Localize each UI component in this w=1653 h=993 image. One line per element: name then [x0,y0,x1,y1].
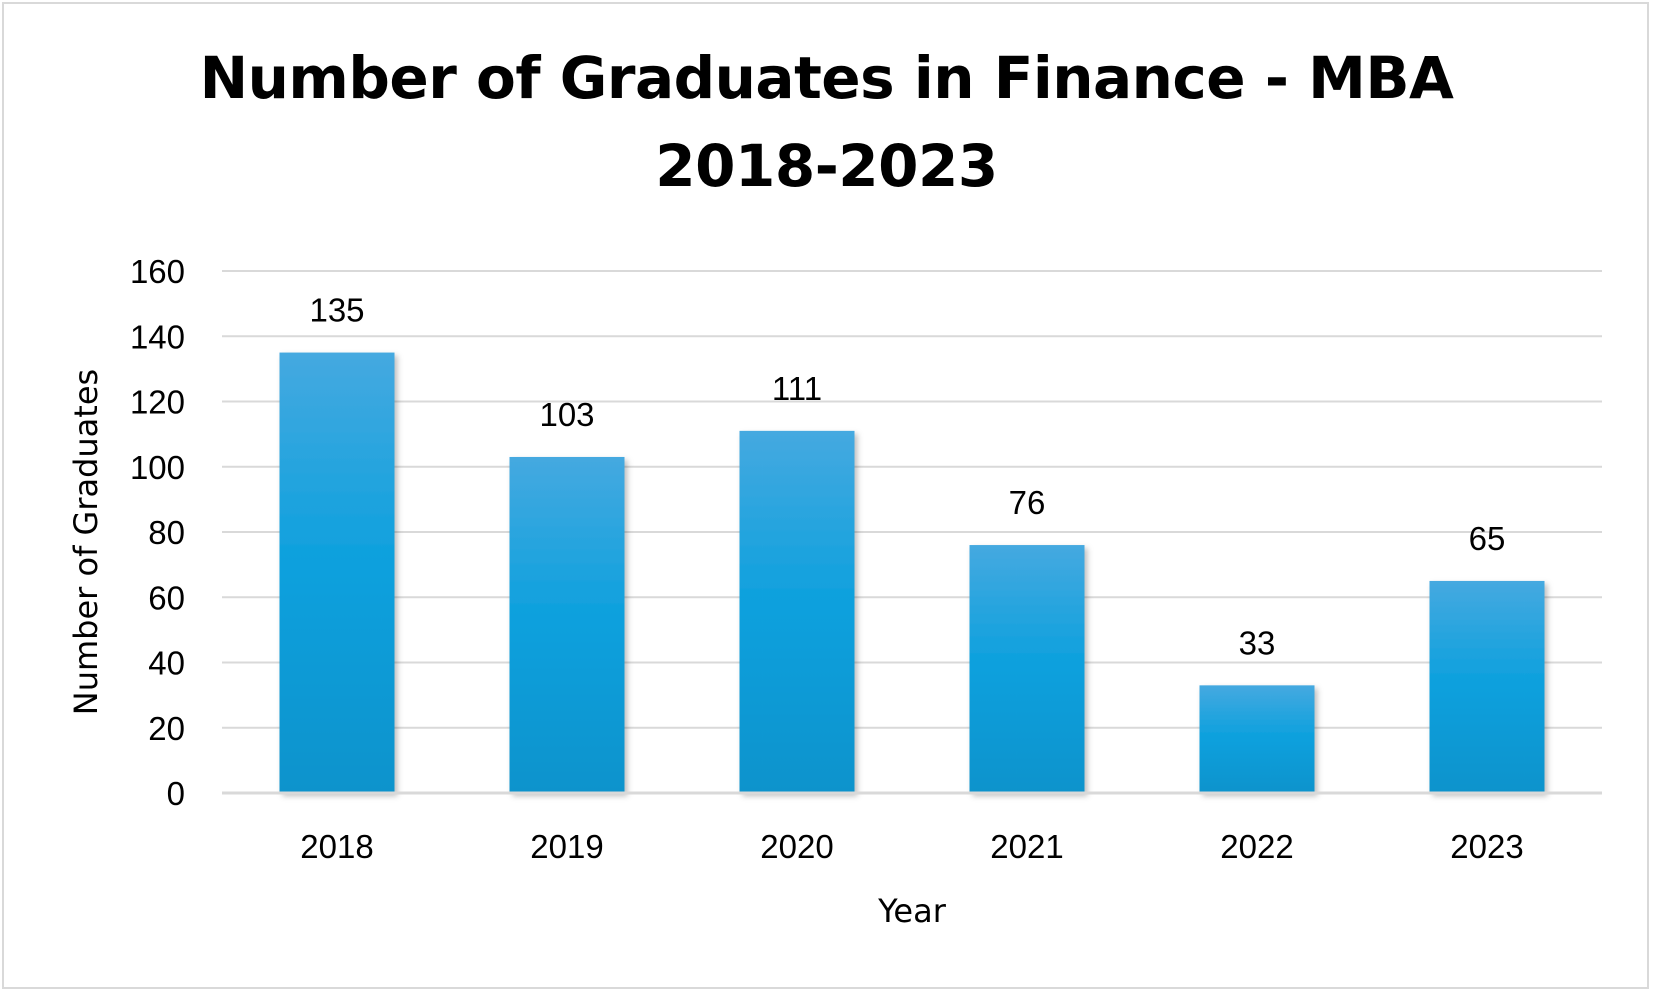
data-label-2020: 111 [772,370,822,407]
bar-2019 [509,456,625,793]
gridlines [222,270,1602,729]
x-tick-label: 2021 [990,828,1063,865]
data-label-2021: 76 [1009,484,1046,521]
x-tick-label: 2022 [1220,828,1293,865]
x-tick-label: 2023 [1450,828,1523,865]
bar-2021 [969,545,1085,793]
y-tick-label: 0 [167,775,185,812]
y-tick-label: 20 [148,710,185,747]
bar-2020 [739,430,855,793]
x-tick-label: 2019 [530,828,603,865]
data-labels: 135 103 111 76 33 65 [309,292,1505,662]
data-label-2023: 65 [1469,520,1506,557]
y-tick-label: 100 [130,449,185,486]
chart-title-line2: 2018-2023 [655,132,998,200]
y-tick-label: 80 [148,514,185,551]
bar-2023 [1429,580,1545,793]
y-tick-label: 40 [148,645,185,682]
bar-2022 [1199,685,1315,793]
y-axis-ticks: 0 20 40 60 80 100 120 140 160 [130,253,185,812]
bar-2018 [279,352,395,793]
x-axis-ticks: 2018 2019 2020 2021 2022 2023 [300,828,1523,865]
x-axis-title: Year [877,892,947,930]
chart-title-line1: Number of Graduates in Finance - MBA [199,44,1454,112]
chart-title: Number of Graduates in Finance - MBA 201… [0,34,1653,210]
y-tick-label: 160 [130,253,185,290]
x-tick-label: 2020 [760,828,833,865]
x-tick-label: 2018 [300,828,373,865]
y-tick-label: 140 [130,318,185,355]
bars [279,352,1545,793]
y-axis-title: Number of Graduates [67,369,105,715]
y-tick-label: 120 [130,384,185,421]
data-label-2018: 135 [309,292,364,329]
data-label-2019: 103 [539,396,594,433]
y-tick-label: 60 [148,579,185,616]
data-label-2022: 33 [1239,624,1276,661]
